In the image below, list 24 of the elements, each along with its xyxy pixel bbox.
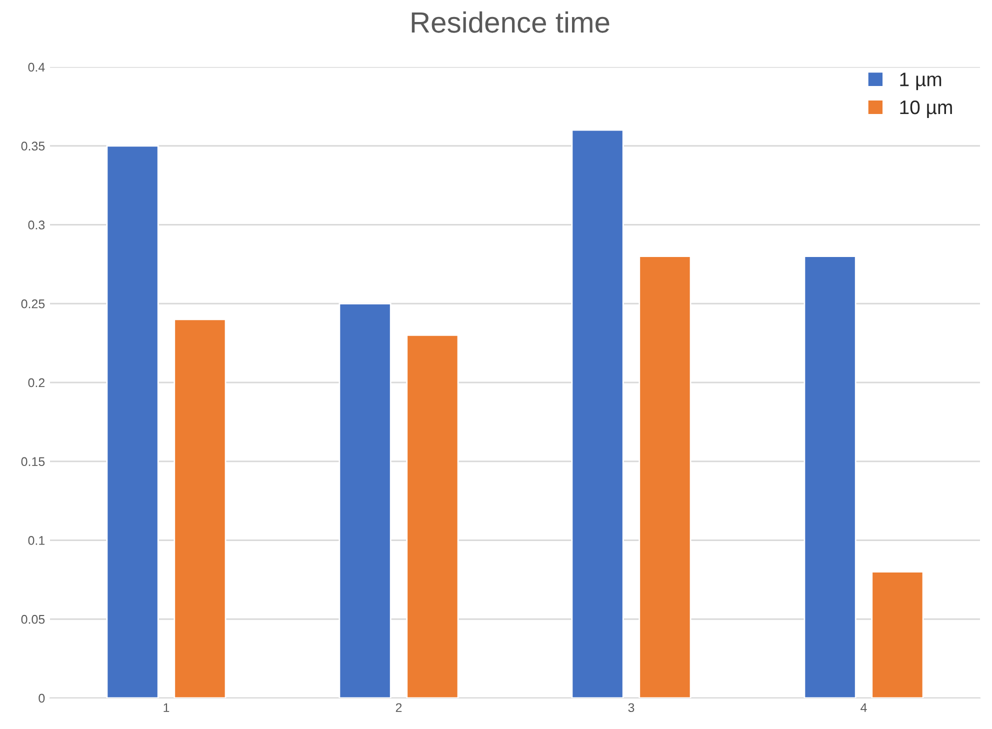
bar bbox=[571, 129, 624, 698]
x-tick-label: 4 bbox=[860, 703, 867, 712]
y-tick-label: 0.1 bbox=[28, 536, 45, 545]
y-tick-label: 0.35 bbox=[21, 142, 45, 151]
y-tick-label: 0.15 bbox=[21, 457, 45, 466]
x-tick-label: 2 bbox=[396, 703, 402, 712]
legend-label: 10 µm bbox=[900, 100, 952, 118]
bar bbox=[871, 571, 924, 698]
bar bbox=[406, 334, 459, 698]
bar bbox=[174, 318, 226, 698]
y-tick-label: 0.4 bbox=[28, 62, 45, 72]
y-tick-label: 0 bbox=[38, 694, 45, 703]
y-tick-label: 0.2 bbox=[28, 378, 45, 388]
bar bbox=[338, 302, 392, 698]
bar bbox=[106, 145, 159, 698]
y-tick-label: 0.05 bbox=[21, 614, 45, 624]
y-tick-label: 0.3 bbox=[28, 220, 45, 230]
legend-label: 1 µm bbox=[900, 72, 942, 90]
bar bbox=[804, 256, 856, 698]
x-tick-label: 1 bbox=[164, 703, 170, 712]
chart-title: Residence time bbox=[412, 11, 610, 33]
x-tick-label: 3 bbox=[628, 703, 634, 712]
bar bbox=[638, 256, 692, 698]
y-tick-label: 0.25 bbox=[21, 299, 45, 308]
